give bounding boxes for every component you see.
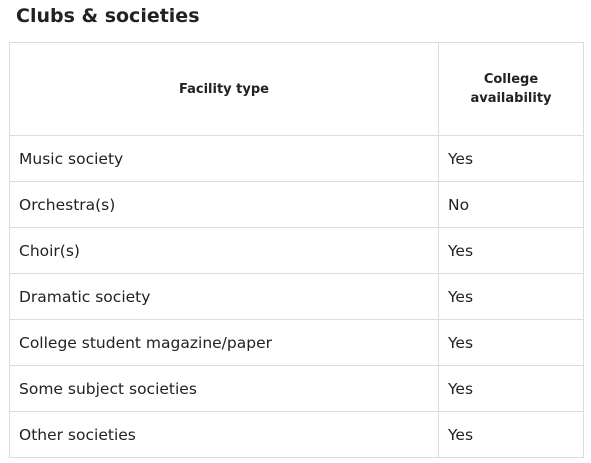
availability-cell: Yes [438, 319, 584, 366]
column-header-facility-type: Facility type [9, 42, 439, 136]
availability-cell: Yes [438, 365, 584, 412]
facility-cell: Other societies [9, 411, 439, 458]
availability-cell: Yes [438, 227, 584, 274]
facility-cell: Choir(s) [9, 227, 439, 274]
table-row: Music society Yes [9, 135, 584, 182]
table-row: Orchestra(s) No [9, 181, 584, 228]
section-title: Clubs & societies [16, 5, 200, 27]
availability-cell: Yes [438, 411, 584, 458]
availability-cell: Yes [438, 273, 584, 320]
table-header-row: Facility type College availability [9, 42, 584, 136]
table-row: College student magazine/paper Yes [9, 319, 584, 366]
facility-cell: Some subject societies [9, 365, 439, 412]
table-row: Choir(s) Yes [9, 227, 584, 274]
facility-cell: Dramatic society [9, 273, 439, 320]
facility-cell: College student magazine/paper [9, 319, 439, 366]
column-header-availability-line1: College [483, 72, 539, 87]
column-header-college-availability: College availability [438, 42, 584, 136]
facility-cell: Orchestra(s) [9, 181, 439, 228]
facilities-table: Facility type College availability Music… [9, 42, 584, 458]
facility-cell: Music society [9, 135, 439, 182]
availability-cell: No [438, 181, 584, 228]
table-row: Other societies Yes [9, 411, 584, 458]
availability-cell: Yes [438, 135, 584, 182]
table-row: Dramatic society Yes [9, 273, 584, 320]
table-row: Some subject societies Yes [9, 365, 584, 412]
column-header-availability-line2: availability [470, 91, 552, 106]
